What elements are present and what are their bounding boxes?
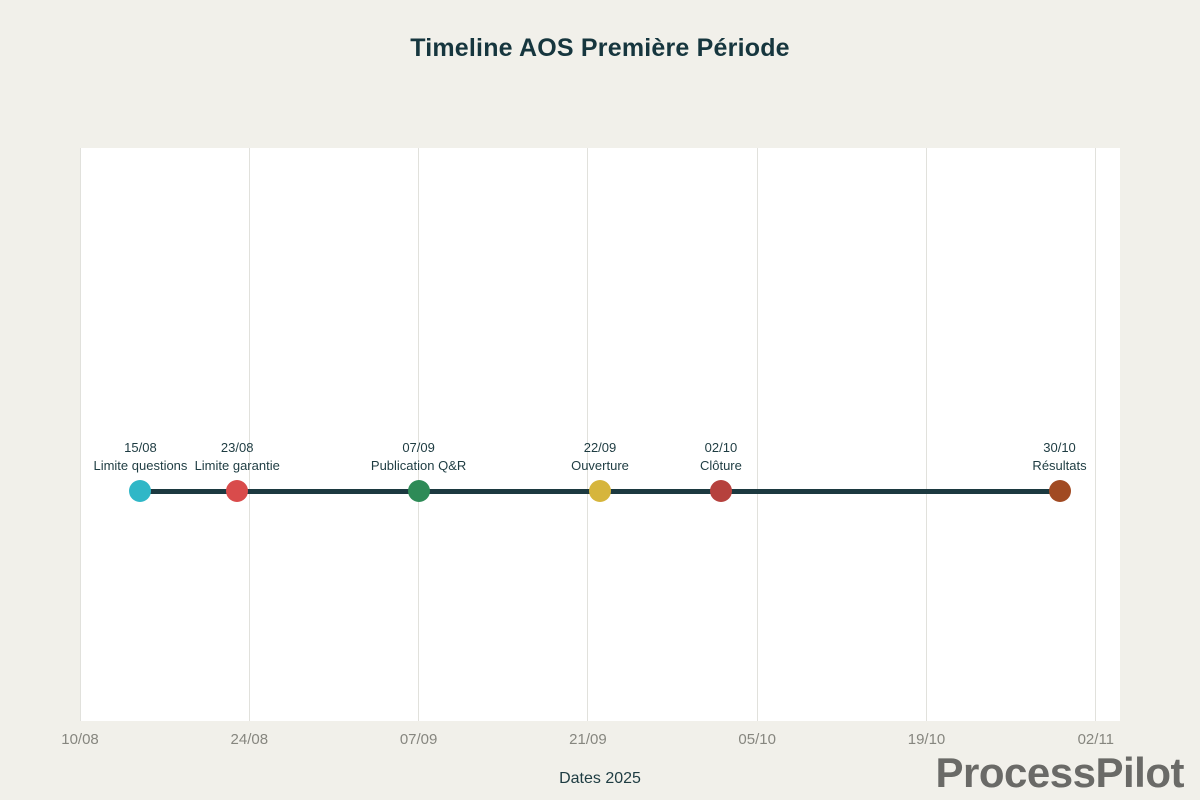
milestone-date: 02/10 — [704, 440, 738, 455]
vertical-gridline — [756, 148, 758, 721]
chart-title: Timeline AOS Première Période — [410, 34, 790, 62]
milestone-label: Limite garantie — [194, 458, 280, 473]
vertical-gridline — [79, 148, 81, 721]
milestone-dot-07-09 — [407, 480, 430, 502]
milestone-date: 22/09 — [583, 440, 617, 455]
milestone-dot-23-08 — [226, 480, 249, 502]
milestone-date: 30/10 — [1043, 440, 1076, 455]
x-tick-label: 10/08 — [61, 731, 99, 748]
vertical-gridline — [248, 148, 250, 721]
processpilot-watermark: ProcessPilot — [935, 749, 1185, 796]
vertical-gridline — [1095, 148, 1097, 721]
vertical-gridline — [587, 148, 589, 721]
milestone-dot-30-10 — [1048, 480, 1071, 502]
milestone-dot-15-08 — [129, 480, 152, 502]
x-tick-label: 24/08 — [230, 731, 269, 748]
milestone-date: 15/08 — [124, 440, 157, 455]
x-tick-label: 19/10 — [907, 731, 946, 748]
milestone-date: 07/09 — [402, 440, 435, 455]
milestone-label: Clôture — [699, 458, 742, 473]
x-tick-label: 07/09 — [399, 731, 438, 748]
x-axis-title: Dates 2025 — [559, 770, 641, 787]
x-tick-label: 05/10 — [738, 731, 776, 748]
vertical-gridline — [926, 148, 927, 721]
milestone-date: 23/08 — [220, 440, 254, 455]
x-tick-label: 02/11 — [1077, 731, 1115, 748]
milestone-label: Limite questions — [93, 458, 188, 473]
milestone-dot-02-10 — [709, 480, 732, 502]
x-tick-label: 21/09 — [569, 731, 607, 748]
milestone-dot-22-09 — [589, 480, 611, 502]
milestone-label: Publication Q&R — [370, 458, 467, 473]
milestone-label: Ouverture — [571, 458, 629, 473]
milestone-label: Résultats — [1032, 458, 1087, 473]
vertical-gridline — [418, 148, 420, 721]
plot-area — [80, 148, 1120, 721]
